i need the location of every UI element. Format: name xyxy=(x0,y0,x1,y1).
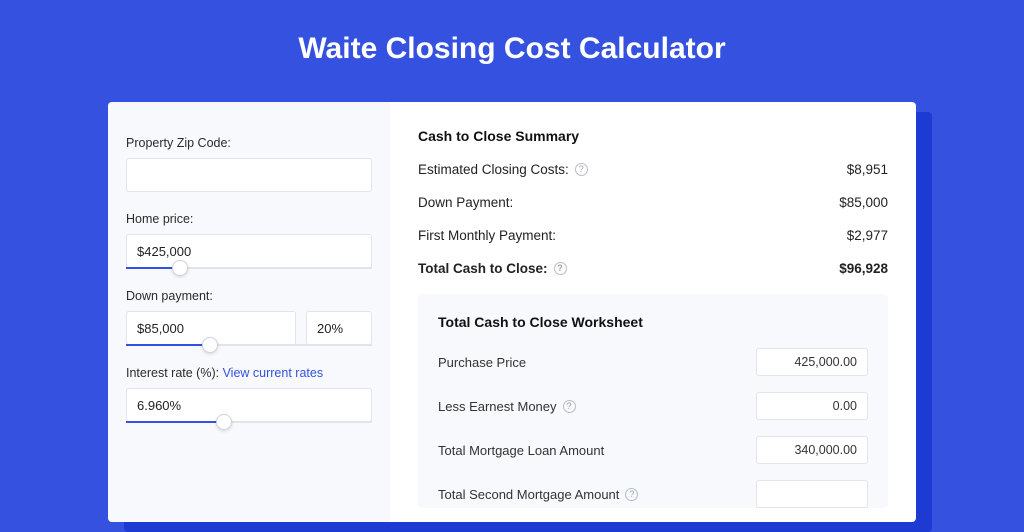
view-rates-link[interactable]: View current rates xyxy=(223,366,324,380)
interest-slider[interactable] xyxy=(126,421,372,423)
worksheet-title: Total Cash to Close Worksheet xyxy=(438,314,868,330)
help-icon[interactable]: ? xyxy=(625,488,638,501)
page-title: Waite Closing Cost Calculator xyxy=(0,0,1024,90)
worksheet-input[interactable] xyxy=(756,436,868,464)
worksheet-label: Purchase Price xyxy=(438,355,526,370)
interest-input[interactable] xyxy=(126,388,372,422)
down-payment-pct-input[interactable] xyxy=(306,311,372,345)
down-payment-slider-fill xyxy=(126,344,210,346)
down-payment-label: Down payment: xyxy=(126,289,372,303)
worksheet-input[interactable] xyxy=(756,348,868,376)
help-icon[interactable]: ? xyxy=(554,262,567,275)
help-icon[interactable]: ? xyxy=(575,163,588,176)
interest-label-text: Interest rate (%): xyxy=(126,366,223,380)
worksheet-row-mortgage-amount: Total Mortgage Loan Amount xyxy=(438,436,868,464)
summary-value: $96,928 xyxy=(839,261,888,276)
interest-slider-fill xyxy=(126,421,224,423)
summary-row-down-payment: Down Payment: $85,000 xyxy=(418,195,888,210)
worksheet-row-second-mortgage: Total Second Mortgage Amount ? xyxy=(438,480,868,508)
home-price-field: Home price: xyxy=(126,212,372,269)
zip-input[interactable] xyxy=(126,158,372,192)
home-price-input[interactable] xyxy=(126,234,372,268)
worksheet-label: Total Mortgage Loan Amount xyxy=(438,443,604,458)
worksheet-input[interactable] xyxy=(756,392,868,420)
summary-label: First Monthly Payment: xyxy=(418,228,556,243)
summary-title: Cash to Close Summary xyxy=(418,128,888,144)
zip-label: Property Zip Code: xyxy=(126,136,372,150)
interest-label: Interest rate (%): View current rates xyxy=(126,366,372,380)
worksheet-label: Less Earnest Money xyxy=(438,399,557,414)
down-payment-slider-thumb[interactable] xyxy=(202,337,218,353)
results-panel: Cash to Close Summary Estimated Closing … xyxy=(390,102,916,522)
calculator-card: Property Zip Code: Home price: Down paym… xyxy=(108,102,916,522)
summary-value: $85,000 xyxy=(839,195,888,210)
summary-value: $2,977 xyxy=(847,228,888,243)
worksheet-label: Total Second Mortgage Amount xyxy=(438,487,619,502)
home-price-slider-thumb[interactable] xyxy=(172,260,188,276)
down-payment-slider[interactable] xyxy=(126,344,372,346)
help-icon[interactable]: ? xyxy=(563,400,576,413)
summary-label: Down Payment: xyxy=(418,195,513,210)
inputs-panel: Property Zip Code: Home price: Down paym… xyxy=(108,102,390,522)
down-payment-field: Down payment: xyxy=(126,289,372,346)
summary-label: Estimated Closing Costs: xyxy=(418,162,569,177)
worksheet-row-earnest-money: Less Earnest Money ? xyxy=(438,392,868,420)
interest-field: Interest rate (%): View current rates xyxy=(126,366,372,423)
summary-label: Total Cash to Close: xyxy=(418,261,548,276)
summary-row-closing-costs: Estimated Closing Costs: ? $8,951 xyxy=(418,162,888,177)
summary-row-total-cash: Total Cash to Close: ? $96,928 xyxy=(418,261,888,276)
worksheet-input[interactable] xyxy=(756,480,868,508)
worksheet-row-purchase-price: Purchase Price xyxy=(438,348,868,376)
zip-field: Property Zip Code: xyxy=(126,136,372,192)
home-price-label: Home price: xyxy=(126,212,372,226)
summary-row-first-monthly: First Monthly Payment: $2,977 xyxy=(418,228,888,243)
summary-value: $8,951 xyxy=(847,162,888,177)
worksheet-panel: Total Cash to Close Worksheet Purchase P… xyxy=(418,294,888,508)
interest-slider-thumb[interactable] xyxy=(216,414,232,430)
home-price-slider[interactable] xyxy=(126,267,372,269)
